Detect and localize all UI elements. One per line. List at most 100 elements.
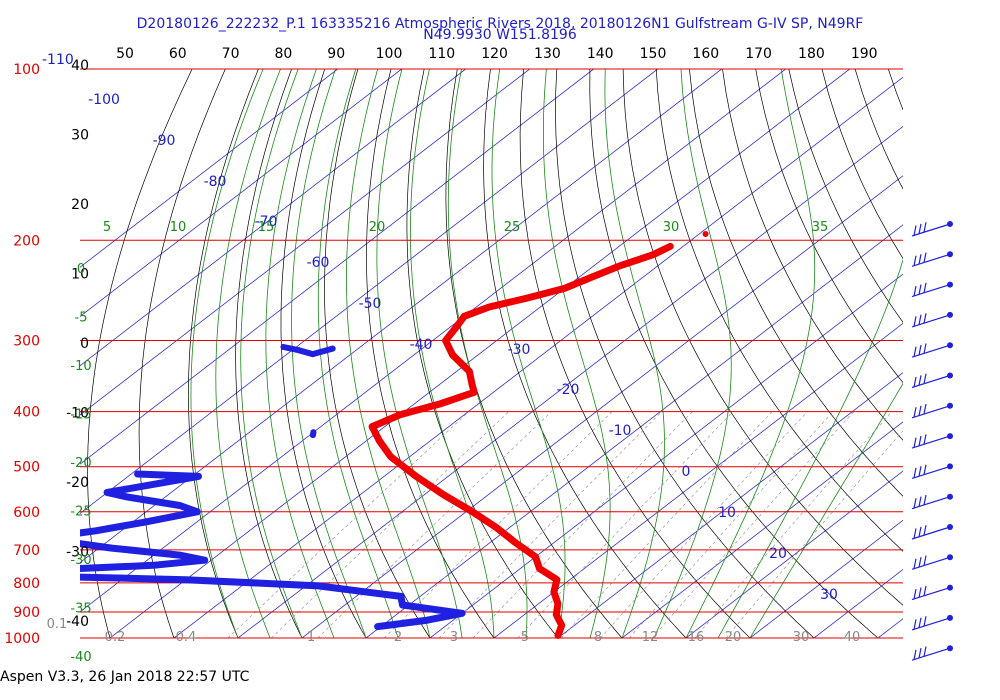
dry-adiabat-line: [188, 69, 259, 639]
isotherm-line: [813, 569, 903, 639]
adiabat-label: -20: [70, 456, 91, 471]
mixing-ratio-label: 30: [793, 630, 810, 645]
wind-barb-feather: [923, 555, 927, 566]
wind-barb-feather: [923, 403, 927, 415]
wind-barb-feather: [923, 464, 927, 475]
moist-adiabat-line: [653, 69, 732, 639]
dry-adiabat-line: [988, 69, 1000, 638]
temp-f-label: 100: [376, 46, 403, 62]
isotherm-label: 0: [682, 464, 691, 480]
mixing-ratio-label: 2: [394, 630, 402, 645]
chart-title-line1: D20180126_222232_P.1 163335216 Atmospher…: [136, 16, 864, 32]
wind-barb-feather: [913, 407, 917, 418]
wind-barb-feather: [918, 557, 922, 568]
moist-adiabat-line: [265, 69, 335, 639]
temp-c-label: 30: [71, 128, 89, 144]
adiabat-label: -30: [70, 553, 91, 568]
moist-adiabat-line: [291, 69, 367, 639]
moist-adiabat-line: [491, 69, 566, 639]
isotherm-label: -80: [204, 174, 227, 190]
adiabat-label: -35: [70, 602, 91, 617]
wind-barb-feather: [918, 466, 922, 477]
wind-barb-feather: [918, 254, 922, 265]
sounding-segment: [280, 344, 336, 358]
isotherm-label: -90: [153, 133, 176, 149]
wind-barb: [911, 524, 953, 540]
wind-barb-staff: [911, 526, 951, 540]
pressure-label: 1000: [4, 631, 40, 647]
isotherm-label: 10: [718, 505, 736, 521]
adiabat-label: -15: [70, 408, 91, 423]
temp-c-label: 20: [71, 197, 89, 213]
moist-adiabat-line: [240, 69, 303, 639]
sounding-point: [329, 345, 336, 352]
sounding-point: [295, 347, 302, 354]
isotherm-line: [80, 69, 338, 268]
wind-barb-point: [947, 402, 953, 409]
mixing-ratio-line: [317, 411, 552, 639]
wind-barb-feather: [918, 375, 922, 386]
moist-adiabat-line: [685, 69, 816, 639]
dry-adiabat-line: [366, 69, 495, 639]
moist-adiabat-line: [410, 69, 495, 638]
chart-title-line2: N49.9930 W151.8196: [423, 27, 577, 43]
wind-barb-feather: [923, 616, 927, 627]
wind-barb-feather: [913, 255, 917, 266]
isotherm-line: [365, 224, 903, 639]
temp-f-label: 80: [274, 46, 292, 62]
isotherm-line: [80, 69, 722, 564]
sounding-point: [309, 351, 316, 358]
mixing-ratio-label: 0.1: [47, 617, 68, 632]
dry-adiabat-line: [138, 69, 226, 639]
isotherm-label: 30: [820, 587, 838, 603]
isotherm-line: [80, 69, 594, 465]
wind-barb-point: [947, 433, 953, 440]
dry-adiabat-line: [589, 69, 879, 639]
wind-barb-feather: [913, 528, 917, 539]
wind-barb-feather: [918, 405, 922, 416]
isotherm-label: -40: [410, 337, 433, 353]
temp-f-label: 50: [116, 46, 134, 62]
isotherm-line: [493, 322, 903, 639]
wind-barb-staff: [911, 314, 951, 328]
sounding-trace: [368, 242, 674, 639]
wind-barb-point: [947, 554, 953, 561]
pressure-label: 600: [13, 505, 40, 521]
isotherm-line: [877, 618, 903, 639]
mixing-ratio-line: [629, 411, 834, 639]
isotherm-line: [80, 69, 530, 416]
pressure-label: 800: [13, 576, 40, 592]
wind-barb-staff: [911, 556, 951, 570]
pressure-label: 200: [13, 233, 40, 249]
mixing-ratio-label: 8: [594, 630, 602, 645]
wind-barb-feather: [918, 617, 922, 628]
dry-adiabat-line: [955, 69, 1000, 638]
mixing-ratio-label: 20: [725, 630, 742, 645]
wind-barb-feather: [913, 649, 917, 660]
mixing-ratio-line: [517, 411, 734, 639]
isotherm-label: -70: [255, 214, 278, 230]
dry-adiabat-line: [235, 69, 303, 639]
dry-adiabat-line: [483, 69, 687, 639]
wind-barb-feather: [918, 587, 922, 598]
footer-text: Aspen V3.3, 26 Jan 2018 22:57 UTC: [0, 669, 250, 685]
moist-adiabat-line: [604, 69, 665, 639]
temp-f-label: 190: [851, 46, 878, 62]
wind-barb-point: [947, 251, 953, 258]
pressure-label: 400: [13, 405, 40, 421]
isotherm-line: [557, 372, 903, 639]
wind-barb-staff: [911, 617, 951, 631]
wind-barb: [911, 281, 953, 298]
wind-barb-feather: [913, 588, 917, 600]
isotherm-label: -10: [609, 423, 632, 439]
temp-c-label: 40: [71, 58, 89, 74]
wind-barb-feather: [923, 585, 927, 597]
wind-barb-feather: [918, 647, 922, 659]
wind-barb: [911, 251, 953, 267]
wind-barb-point: [947, 221, 953, 227]
temp-c-label: -20: [66, 475, 89, 491]
isotherm-line: [80, 69, 402, 317]
temp-f-label: 160: [692, 46, 719, 62]
temp-c-label: -10: [66, 406, 89, 422]
wind-barb: [911, 614, 953, 631]
